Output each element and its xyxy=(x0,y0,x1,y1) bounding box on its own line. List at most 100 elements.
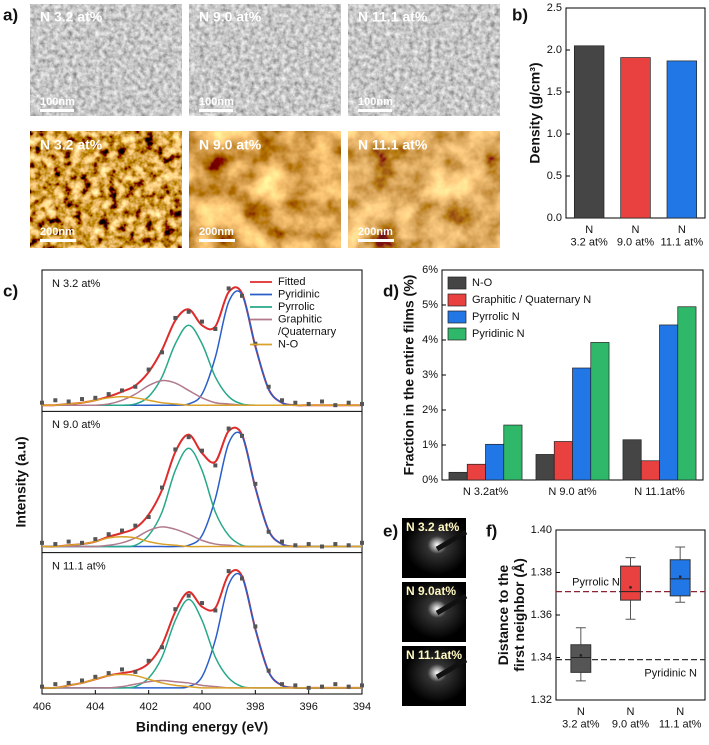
x-tick-label: 406 xyxy=(33,701,51,713)
data-point xyxy=(213,463,218,468)
x-tick-label: 394 xyxy=(353,701,371,713)
data-point xyxy=(106,671,111,676)
mean-marker xyxy=(629,586,632,589)
data-point xyxy=(186,309,191,314)
y-tick-label: 1% xyxy=(422,439,438,451)
saed-image xyxy=(402,582,466,642)
box xyxy=(620,565,641,601)
panel-label: a) xyxy=(3,5,18,24)
legend-swatch xyxy=(447,293,467,307)
saed-image xyxy=(402,646,466,706)
data-point xyxy=(253,624,258,629)
data-point xyxy=(306,401,311,406)
image-label: N 3.2 at% xyxy=(40,137,103,153)
data-point xyxy=(80,540,84,545)
scale-bar-label: 100nm xyxy=(358,96,393,108)
fit-curve xyxy=(41,569,362,690)
data-point xyxy=(160,485,164,490)
bar xyxy=(666,60,698,219)
fit-curve xyxy=(41,535,362,548)
panel-label: f) xyxy=(486,521,497,540)
box xyxy=(570,644,592,673)
legend-label: Pyridinic xyxy=(278,288,320,300)
sem-images: N 3.2 at% N 9.0 at% N 11.1 at% 100nm 100… xyxy=(30,4,500,116)
y-tick-label: 1.36 xyxy=(531,609,552,621)
scale-bar-label: 100nm xyxy=(40,96,75,108)
y-axis-label: Density (g/cm³) xyxy=(527,62,543,163)
scale-bar xyxy=(358,239,394,242)
data-point xyxy=(266,668,271,673)
data-point xyxy=(320,544,324,549)
data-point xyxy=(346,543,351,548)
data-point xyxy=(66,399,71,404)
x-tick-label: 400 xyxy=(193,701,211,713)
legend-label: Pyrrolic N xyxy=(472,311,520,323)
panel-title: N 11.1 at% xyxy=(52,561,106,573)
data-point xyxy=(320,399,324,404)
y-tick-label: 6% xyxy=(422,264,438,276)
panel-title: N 9.0 at% xyxy=(52,419,101,431)
data-point xyxy=(120,388,124,393)
data-point xyxy=(106,532,111,537)
legend-swatch xyxy=(447,327,467,341)
panel-label: c) xyxy=(3,281,18,300)
data-point xyxy=(346,684,351,689)
y-tick-label: 0.5 xyxy=(547,170,562,182)
y-tick-label: 2.5 xyxy=(547,2,562,14)
y-tick-label: 3% xyxy=(422,369,438,381)
data-point xyxy=(306,542,311,547)
legend-swatch xyxy=(447,276,467,290)
data-point xyxy=(173,315,178,320)
data-point xyxy=(66,680,71,685)
data-point xyxy=(360,683,364,688)
data-point xyxy=(120,667,124,672)
legend-label: Graphitic/Quaternary xyxy=(278,313,337,338)
legend-label: Fitted xyxy=(278,276,306,288)
data-point xyxy=(93,674,98,679)
x-tick-label: 404 xyxy=(86,701,104,713)
data-point xyxy=(253,481,258,486)
data-point xyxy=(333,682,338,687)
scale-bar xyxy=(40,239,76,242)
x-tick-label: 396 xyxy=(299,701,317,713)
saed-image xyxy=(402,518,466,578)
bar xyxy=(573,45,605,219)
afm-image xyxy=(348,131,500,248)
x-axis-label: Binding energy (eV) xyxy=(136,719,268,735)
scale-bar-label: 200nm xyxy=(199,226,234,238)
y-axis-label: Distance to thefirst neighbor (Å) xyxy=(495,558,527,672)
data-point xyxy=(186,593,191,598)
data-point xyxy=(333,542,338,547)
image-label: N 11.1at% xyxy=(406,648,462,662)
data-point xyxy=(346,400,351,405)
x-tick-label: N 11.1 at% xyxy=(661,224,704,249)
data-point xyxy=(213,326,218,331)
data-point xyxy=(93,537,98,542)
data-point xyxy=(93,395,98,400)
y-tick-label: 5% xyxy=(422,299,438,311)
legend-label: Pyridinic N xyxy=(472,328,525,340)
x-tick-label: N 11.1 at% xyxy=(659,706,702,731)
data-point xyxy=(40,684,44,689)
panel-label: b) xyxy=(512,5,528,24)
data-point xyxy=(280,539,284,544)
image-label: N 11.1 at% xyxy=(358,137,428,153)
x-tick-label: N 9.0 at% xyxy=(612,706,650,731)
y-axis-label: Fraction in the entire films (%) xyxy=(401,275,417,476)
y-tick-label: 1.34 xyxy=(531,651,552,663)
sem-image xyxy=(189,4,341,116)
image-label: N 9.0at% xyxy=(406,584,456,598)
beam-stopper xyxy=(435,529,468,552)
image-label: N 11.1 at% xyxy=(358,9,428,25)
data-point xyxy=(80,678,84,683)
x-tick-label: N 3.2 at% xyxy=(571,224,609,249)
data-point xyxy=(280,682,284,687)
y-tick-label: 1.5 xyxy=(547,86,562,98)
bar xyxy=(590,342,610,481)
scale-bar xyxy=(199,109,233,112)
data-point xyxy=(360,540,364,545)
bar xyxy=(640,460,660,481)
fit-curve xyxy=(41,426,362,548)
bar xyxy=(677,306,697,481)
afm-image xyxy=(30,131,182,248)
